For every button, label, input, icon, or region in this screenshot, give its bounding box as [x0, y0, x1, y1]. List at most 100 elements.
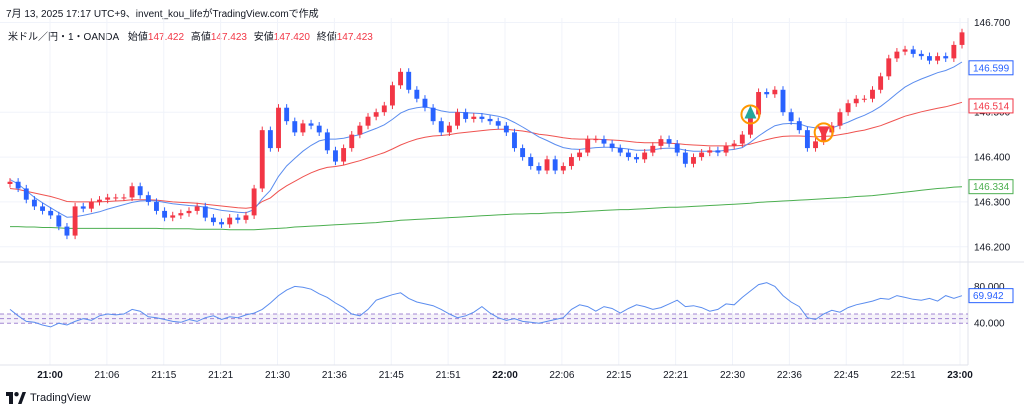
candle-body	[243, 215, 249, 220]
slow-ma-line	[9, 101, 963, 209]
candle-body	[463, 112, 469, 119]
candle-body	[137, 186, 143, 196]
time-tick-label: 22:30	[720, 370, 745, 381]
candle-body	[31, 199, 37, 207]
candle-body	[227, 217, 233, 225]
candle-body	[349, 134, 355, 149]
candle-body	[544, 159, 550, 171]
candle-body	[682, 152, 688, 164]
time-tick-label: 21:21	[208, 370, 233, 381]
candle-body	[276, 107, 281, 149]
candle-body	[609, 143, 615, 149]
candle-body	[902, 49, 908, 52]
time-tick-label: 22:15	[606, 370, 631, 381]
candle-body	[845, 103, 851, 113]
time-tick-label: 21:15	[151, 370, 176, 381]
candle-body	[406, 71, 412, 90]
time-axis[interactable]: 21:00 21:06 21:15 21:21 21:30 21:36 21:45 21:51…	[37, 370, 973, 381]
candle-body	[634, 157, 639, 160]
candle-body	[756, 92, 762, 115]
candle-body	[707, 150, 713, 153]
symbol-name[interactable]: 米ドル／円・1・OANDA	[8, 32, 120, 43]
candle-body	[837, 112, 843, 126]
candle-body	[658, 139, 664, 146]
candle-body	[341, 148, 347, 162]
candle-body	[617, 148, 623, 153]
candle-body	[870, 89, 875, 99]
candle-body	[927, 56, 932, 61]
candle-body	[88, 201, 94, 209]
price-tick-label: 146.200	[974, 242, 1011, 253]
close-label: 終値	[316, 32, 337, 43]
tradingview-footer: TradingView	[6, 392, 91, 404]
candle-body	[105, 197, 111, 200]
price-tick-label: 146.300	[974, 197, 1011, 208]
candle-body	[357, 125, 363, 135]
candle-body	[951, 44, 957, 59]
candle-body	[373, 112, 379, 117]
price-label-box	[968, 179, 1014, 195]
candle-body	[788, 112, 794, 122]
candle-body	[650, 145, 656, 153]
long-ma-line	[10, 186, 963, 231]
chart-grid	[0, 18, 968, 365]
price-tick-label: 146.400	[974, 153, 1011, 164]
candle-body	[186, 210, 192, 214]
candle-body	[15, 181, 21, 189]
sell-signal-ring	[813, 122, 834, 143]
candle-body	[804, 130, 810, 149]
candle-body	[422, 98, 428, 108]
candle-body	[389, 85, 395, 106]
time-tick-label: 21:06	[94, 370, 119, 381]
tradingview-logo-icon	[6, 392, 26, 404]
candle-body	[455, 112, 460, 126]
candle-body	[739, 134, 745, 144]
symbol-legend: 米ドル／円・1・OANDA 始値147.422 高値147.423 安値147.…	[8, 28, 377, 43]
time-tick-label: 21:45	[379, 370, 404, 381]
time-tick-label: 22:06	[549, 370, 574, 381]
candle-body	[878, 76, 884, 90]
candle-body	[7, 181, 13, 184]
candle-body	[910, 49, 916, 54]
rsi-pane	[0, 282, 968, 328]
candle-body	[593, 139, 599, 141]
rsi-value-text: 69.942	[973, 291, 1004, 302]
price-label-text: 146.599	[973, 63, 1010, 74]
candle-body	[446, 125, 452, 133]
candle-body	[259, 130, 265, 189]
candle-body	[194, 206, 200, 211]
price-tick-label: 146.700	[974, 18, 1011, 29]
candle-body	[536, 166, 542, 171]
time-tick-label: 21:00	[37, 370, 63, 381]
candle-body	[300, 123, 306, 133]
price-axis[interactable]: 146.700146.500146.400146.300146.200146.5…	[968, 18, 1014, 330]
candle-body	[316, 125, 322, 133]
candle-body	[691, 157, 696, 164]
candle-body	[170, 215, 176, 218]
candle-body	[414, 89, 420, 99]
candle-body	[748, 114, 753, 135]
candle-body	[113, 197, 119, 199]
candle-body	[64, 226, 70, 236]
candle-body	[365, 116, 371, 126]
time-tick-label: 22:45	[834, 370, 859, 381]
candle-body	[796, 121, 802, 131]
candle-body	[674, 143, 680, 153]
time-tick-label: 22:21	[663, 370, 688, 381]
time-tick-label: 23:00	[947, 370, 973, 381]
sell-arrow-icon	[817, 126, 830, 140]
candle-body	[267, 130, 273, 149]
candle-body	[764, 92, 770, 95]
tradingview-brand: TradingView	[30, 392, 91, 404]
candle-body	[333, 150, 338, 162]
candle-body	[552, 159, 558, 171]
candle-body	[780, 89, 786, 113]
candle-body	[251, 188, 257, 216]
price-label-box	[968, 60, 1014, 76]
time-tick-label: 22:51	[891, 370, 916, 381]
high-value: 147.423	[210, 32, 247, 43]
moving-averages	[9, 61, 963, 231]
price-label-box	[968, 98, 1014, 114]
candle-body	[121, 197, 127, 199]
